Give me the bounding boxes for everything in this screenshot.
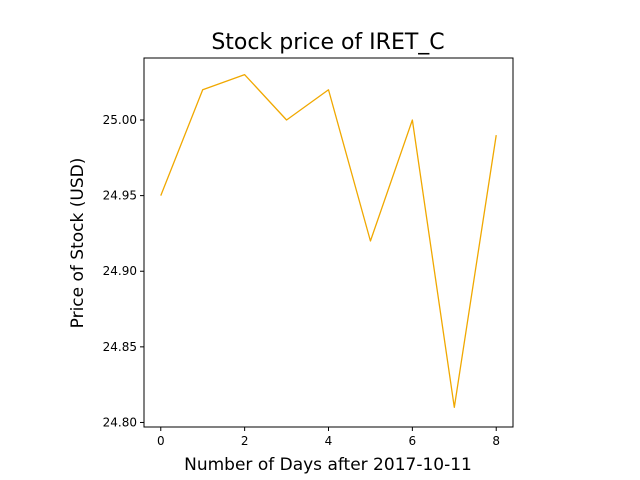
x-tick-label: 8 xyxy=(492,434,500,448)
x-tick-label: 4 xyxy=(325,434,333,448)
series-layer xyxy=(160,73,497,408)
plot-area xyxy=(143,57,514,428)
x-axis-label: Number of Days after 2017-10-11 xyxy=(184,455,472,475)
x-tick-label: 0 xyxy=(157,434,165,448)
y-tick-label: 24.80 xyxy=(103,415,137,429)
y-axis-label: Price of Stock (USD) xyxy=(68,158,88,329)
y-tick-label: 24.85 xyxy=(103,340,137,354)
y-tick-label: 25.00 xyxy=(103,113,137,127)
series-line xyxy=(160,73,497,408)
x-tick-label: 2 xyxy=(241,434,249,448)
y-axis-ticks: 24.80 24.85 24.90 24.95 25.00 xyxy=(103,113,144,429)
y-tick-label: 24.95 xyxy=(103,189,137,203)
y-tick-label: 24.90 xyxy=(103,264,137,278)
x-axis-ticks: 0 2 4 6 8 xyxy=(157,427,500,448)
chart-title: Stock price of IRET_C xyxy=(211,30,444,55)
x-tick-label: 6 xyxy=(409,434,417,448)
